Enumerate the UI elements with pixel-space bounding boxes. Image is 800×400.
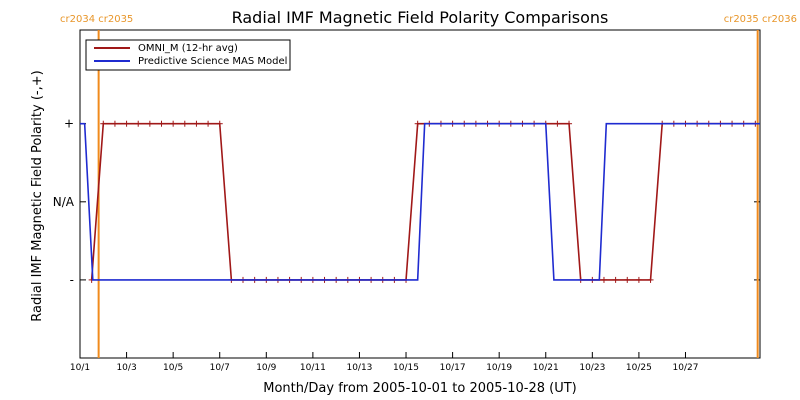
omni-data-point [111,120,118,127]
omni-data-point [414,120,421,127]
x-axis-title: Month/Day from 2005-10-01 to 2005-10-28 … [263,381,576,396]
omni-data-point [135,120,142,127]
y-axis-title: Radial IMF Magnetic Field Polarity (-,+) [30,70,45,321]
x-tick-label: 10/1 [70,363,90,373]
omni-data-point [216,120,223,127]
omni-data-point [635,276,642,283]
x-tick-label: 10/7 [210,363,230,373]
omni-data-point [146,120,153,127]
omni-data-point [600,276,607,283]
omni-data-point [566,120,573,127]
omni-data-point [158,120,165,127]
y-tick-label: N/A [53,195,75,209]
x-tick-label: 10/5 [163,363,183,373]
omni-data-point [181,120,188,127]
legend-entry-omni: OMNI_M (12-hr avg) [138,43,238,54]
legend: OMNI_M (12-hr avg) Predictive Science MA… [85,39,291,71]
x-tick-label: 10/11 [300,363,326,373]
omni-data-point [624,276,631,283]
x-tick-label: 10/17 [440,363,466,373]
x-tick-label: 10/21 [533,363,559,373]
y-tick-label: + [64,117,74,131]
omni-series-line [90,122,756,281]
carrington-label: cr2034 cr2035 [60,14,133,25]
omni-data-point [170,120,177,127]
x-tick-label: 10/15 [393,363,419,373]
plot-frame [79,29,761,359]
omni-data-point [554,120,561,127]
axis-ticks: 10/1 10/3 10/5 10/7 10/9 10/11 10/13 10/15 10/17… [53,117,760,373]
x-tick-label: 10/27 [673,363,699,373]
x-tick-label: 10/13 [346,363,372,373]
carrington-label: cr2035 cr2036 [724,14,797,25]
legend-box [85,39,291,71]
omni-data-point [100,120,107,127]
chart-title: Radial IMF Magnetic Field Polarity Compa… [232,8,609,27]
x-tick-label: 10/9 [256,363,276,373]
omni-data-point [205,120,212,127]
y-tick-label: - [70,273,74,287]
omni-data-point [193,120,200,127]
x-tick-label: 10/25 [626,363,652,373]
mas-series-line [80,122,760,281]
legend-entry-mas: Predictive Science MAS Model [138,56,287,67]
x-tick-label: 10/19 [486,363,512,373]
omni-data-point [647,276,654,283]
data-series [80,120,760,283]
x-tick-label: 10/23 [579,363,605,373]
x-tick-label: 10/3 [116,363,136,373]
omni-data-point [612,276,619,283]
omni-data-point [123,120,130,127]
